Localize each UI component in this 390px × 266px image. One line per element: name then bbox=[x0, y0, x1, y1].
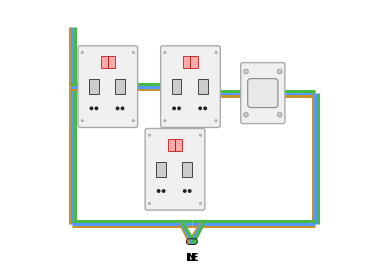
Circle shape bbox=[178, 107, 180, 110]
Circle shape bbox=[200, 134, 202, 136]
Circle shape bbox=[190, 240, 194, 243]
Text: E: E bbox=[191, 253, 198, 263]
Circle shape bbox=[164, 52, 166, 53]
Circle shape bbox=[183, 190, 186, 192]
Bar bbox=[156, 161, 166, 177]
Circle shape bbox=[192, 239, 197, 244]
Circle shape bbox=[121, 107, 124, 110]
Circle shape bbox=[215, 120, 217, 122]
Circle shape bbox=[188, 190, 191, 192]
Bar bbox=[198, 79, 207, 94]
Bar bbox=[115, 79, 125, 94]
Circle shape bbox=[277, 69, 282, 74]
FancyBboxPatch shape bbox=[145, 128, 205, 210]
Circle shape bbox=[193, 240, 196, 243]
Circle shape bbox=[200, 202, 202, 204]
Circle shape bbox=[164, 120, 166, 122]
Circle shape bbox=[199, 107, 201, 110]
Circle shape bbox=[116, 107, 119, 110]
Circle shape bbox=[158, 190, 160, 192]
FancyBboxPatch shape bbox=[248, 79, 278, 107]
Circle shape bbox=[189, 239, 195, 244]
FancyBboxPatch shape bbox=[161, 46, 220, 127]
Bar bbox=[183, 161, 192, 177]
Circle shape bbox=[244, 69, 248, 74]
FancyBboxPatch shape bbox=[241, 63, 285, 124]
Circle shape bbox=[204, 107, 206, 110]
Bar bbox=[168, 139, 182, 151]
Circle shape bbox=[215, 52, 217, 53]
Circle shape bbox=[90, 107, 93, 110]
Circle shape bbox=[188, 240, 191, 243]
Circle shape bbox=[187, 239, 192, 244]
Bar bbox=[101, 56, 115, 68]
Circle shape bbox=[244, 113, 248, 117]
FancyBboxPatch shape bbox=[78, 46, 138, 127]
Circle shape bbox=[132, 52, 135, 53]
Text: L: L bbox=[186, 253, 193, 263]
Circle shape bbox=[162, 190, 165, 192]
Text: N: N bbox=[187, 253, 197, 263]
Circle shape bbox=[277, 113, 282, 117]
Circle shape bbox=[149, 134, 151, 136]
Circle shape bbox=[173, 107, 176, 110]
Bar bbox=[172, 79, 181, 94]
Circle shape bbox=[132, 120, 135, 122]
Circle shape bbox=[95, 107, 98, 110]
Bar bbox=[89, 79, 99, 94]
Circle shape bbox=[81, 52, 83, 53]
Circle shape bbox=[81, 120, 83, 122]
Circle shape bbox=[149, 202, 151, 204]
Bar bbox=[183, 56, 198, 68]
